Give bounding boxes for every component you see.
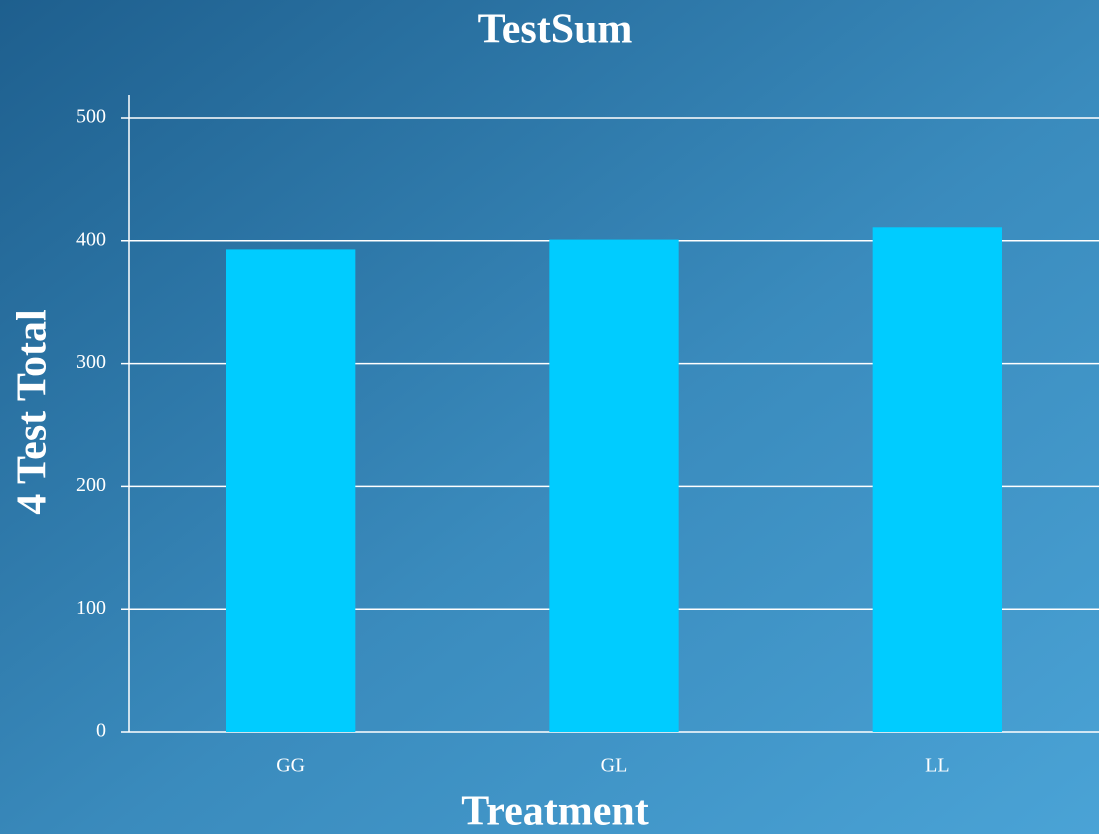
y-tick-label: 500 (76, 106, 106, 128)
bar (226, 249, 356, 732)
x-tick-label: GG (276, 755, 305, 777)
y-tick-label: 200 (76, 474, 106, 496)
y-tick-label: 400 (76, 228, 106, 250)
bar (872, 227, 1002, 733)
x-axis-title: Treatment (461, 789, 648, 834)
y-axis-title: 4 Test Total (10, 309, 56, 514)
y-tick-label: 100 (76, 597, 106, 619)
x-tick-label: LL (925, 755, 949, 777)
y-tick-label: 0 (96, 720, 106, 742)
bar (549, 239, 679, 732)
x-tick-label: GL (601, 755, 628, 777)
chart-title: TestSum (478, 7, 633, 53)
y-tick-label: 300 (76, 351, 106, 373)
